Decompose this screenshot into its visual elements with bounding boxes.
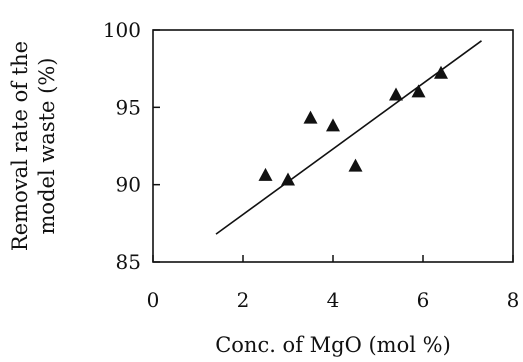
x-tick-label: 6 (417, 288, 430, 312)
y-tick-label: 90 (116, 173, 141, 197)
y-axis-label-line-2: model waste (%) (35, 58, 59, 235)
data-point-triangle (281, 172, 295, 186)
data-point-triangle (411, 84, 426, 98)
data-point-triangle (326, 118, 340, 132)
y-axis-label-line-1: Removal rate of the (8, 41, 32, 251)
x-axis-label: Conc. of MgO (mol %) (215, 333, 451, 357)
data-point-triangle (303, 110, 318, 124)
data-point-triangle (348, 158, 363, 172)
plot-frame (152, 29, 514, 263)
data-points (258, 65, 448, 186)
data-point-triangle (258, 167, 273, 181)
x-tick-label: 8 (507, 288, 520, 312)
x-tick-label: 2 (237, 288, 250, 312)
y-tick-label: 85 (116, 250, 141, 274)
x-tick-label: 4 (327, 288, 340, 312)
data-point-triangle (434, 65, 448, 79)
axis-ticks (152, 29, 514, 263)
tick-labels: 0 2 4 6 8 85 90 95 100 (103, 18, 520, 312)
y-tick-label: 95 (116, 95, 141, 119)
y-axis-label: Removal rate of the model waste (%) (8, 41, 59, 251)
data-point-triangle (389, 87, 403, 101)
y-tick-label: 100 (103, 18, 141, 42)
x-tick-label: 0 (147, 288, 160, 312)
